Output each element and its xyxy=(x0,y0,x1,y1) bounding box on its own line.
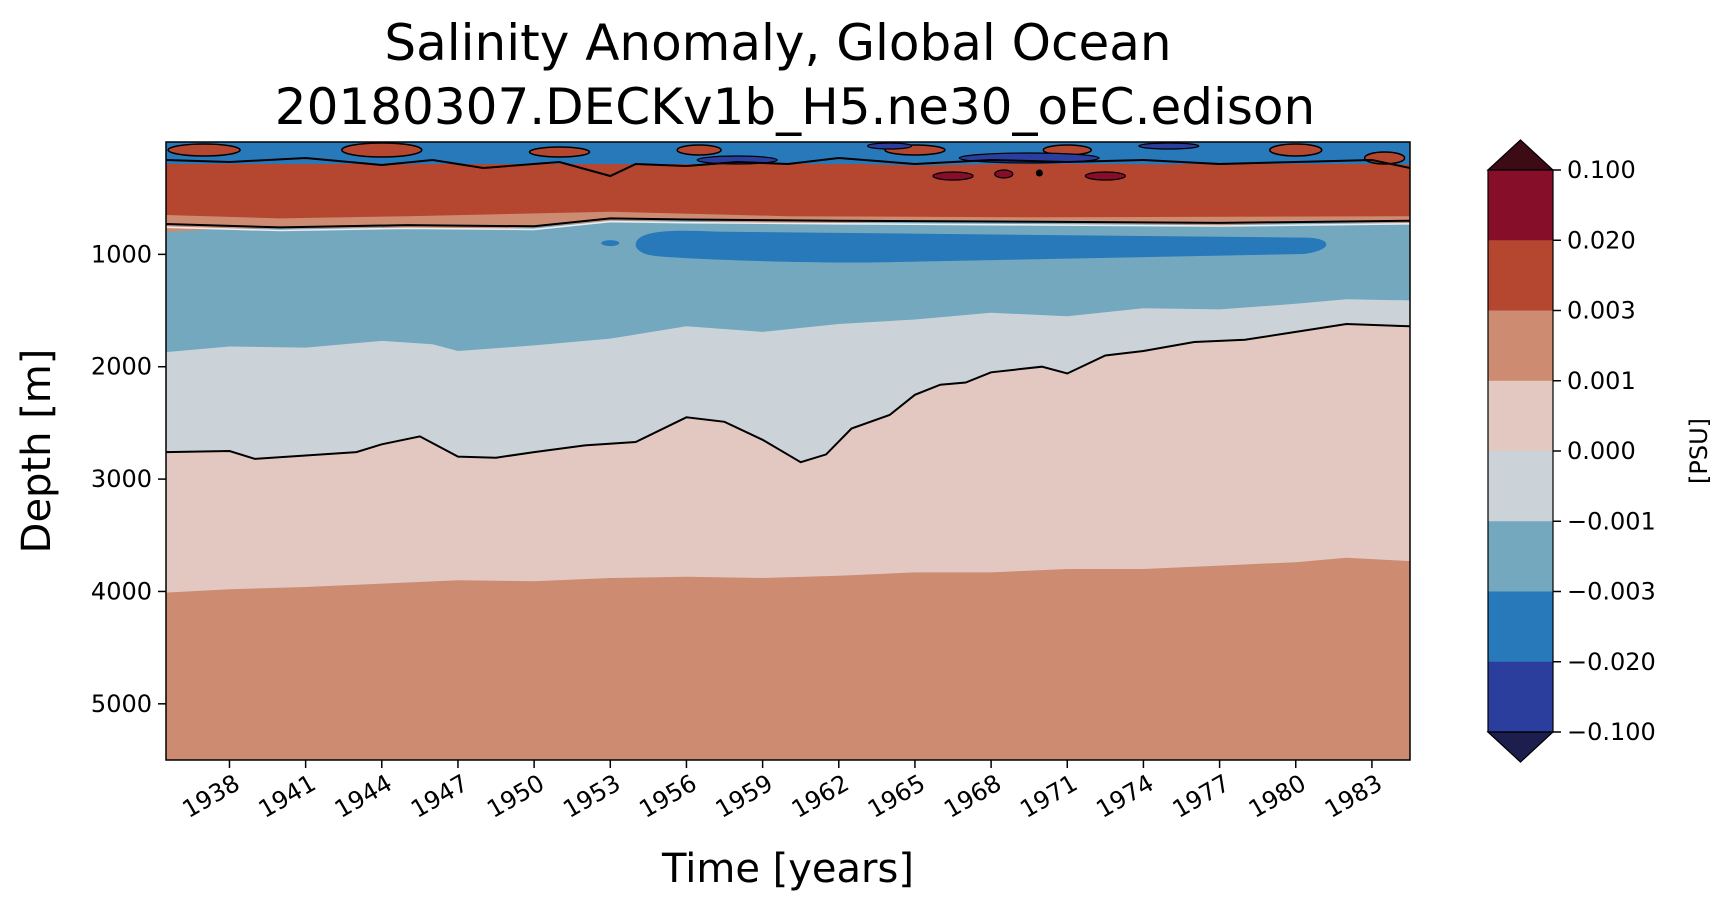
surface-strong-negative-blob xyxy=(1138,142,1200,150)
surface-positive-blob xyxy=(528,146,591,158)
x-axis-ticks: 1938 1941 1944 1947 1950 1953 1956 1959 1962 1965… xyxy=(178,760,1387,824)
x-tick-label: 1938 xyxy=(178,769,245,824)
colorbar-tick-label: −0.003 xyxy=(1567,578,1656,606)
colorbar-tick-label: −0.100 xyxy=(1567,718,1656,746)
colorbar-segment xyxy=(1488,661,1553,733)
zero-contour-halo xyxy=(166,220,1410,232)
x-tick-label: 1968 xyxy=(939,769,1006,824)
colorbar-tick-label: 0.000 xyxy=(1567,437,1636,465)
colorbar-tick-label: 0.001 xyxy=(1567,367,1636,395)
x-tick-label: 1947 xyxy=(406,769,473,824)
x-tick-label: 1950 xyxy=(482,769,549,824)
surface-strong-positive-blob xyxy=(1084,171,1126,181)
x-tick-label: 1962 xyxy=(787,769,854,824)
band-strong-negative-patch xyxy=(635,230,1327,263)
plot-area xyxy=(166,142,1410,760)
band-deep-positive xyxy=(166,557,1410,760)
colorbar-segment xyxy=(1488,240,1553,311)
surface-contour-line xyxy=(166,156,1410,178)
surface-strong-positive-blob xyxy=(932,171,974,181)
colorbar-tick-label: 0.100 xyxy=(1567,156,1636,184)
x-tick-label: 1953 xyxy=(558,769,625,824)
colorbar-tick-label: 0.003 xyxy=(1567,297,1636,325)
colorbar-segment xyxy=(1488,451,1553,522)
colorbar-tick-label: −0.001 xyxy=(1567,507,1656,535)
chart-title-line2: 20180307.DECKv1b_H5.ne30_oEC.edison xyxy=(275,78,1315,136)
plot-frame xyxy=(165,141,1411,761)
x-axis-label: Time [years] xyxy=(661,846,914,892)
y-axis-ticks: 1000 2000 3000 4000 5000 xyxy=(91,240,166,718)
small-negative-blob xyxy=(601,240,620,247)
x-tick-label: 1980 xyxy=(1244,769,1311,824)
x-tick-label: 1965 xyxy=(863,769,930,824)
chart-title-line1: Salinity Anomaly, Global Ocean xyxy=(384,14,1171,72)
surface-positive-blob xyxy=(1269,143,1323,157)
surface-variability-layer xyxy=(166,142,1410,181)
shallow-zero-contour xyxy=(166,217,1410,229)
x-tick-label: 1956 xyxy=(635,769,702,824)
x-tick-label: 1959 xyxy=(711,769,778,824)
x-tick-label: 1944 xyxy=(330,769,397,824)
surface-small-contour xyxy=(1035,169,1043,177)
x-tick-label: 1983 xyxy=(1320,769,1387,824)
colorbar-segment xyxy=(1488,380,1553,452)
colorbar-segment xyxy=(1488,591,1553,663)
colorbar-segment xyxy=(1488,310,1553,382)
y-tick-label: 3000 xyxy=(91,465,152,493)
y-tick-label: 4000 xyxy=(91,577,152,605)
x-tick-label: 1974 xyxy=(1092,769,1159,824)
colorbar-extend-max xyxy=(1486,139,1555,171)
deep-zero-contour xyxy=(166,322,1410,464)
colorbar: 0.100 0.020 0.003 0.001 0.000 −0.001 −0.003 −0.… xyxy=(1486,139,1656,763)
x-tick-label: 1977 xyxy=(1168,769,1235,824)
y-tick-label: 5000 xyxy=(91,690,152,718)
colorbar-tick-label: 0.020 xyxy=(1567,226,1636,254)
contour-fill-bands xyxy=(166,160,1410,760)
zero-contour-lines xyxy=(166,217,1410,464)
colorbar-label: [PSU] xyxy=(1685,418,1713,484)
surface-positive-blob xyxy=(341,142,423,158)
x-tick-label: 1941 xyxy=(254,769,321,824)
y-axis-label: Depth [m] xyxy=(14,349,60,554)
colorbar-segment xyxy=(1488,521,1553,592)
colorbar-extend-min xyxy=(1486,731,1555,763)
y-tick-label: 1000 xyxy=(91,240,152,268)
y-tick-label: 2000 xyxy=(91,353,152,381)
colorbar-tick-label: −0.020 xyxy=(1567,648,1656,676)
surface-strong-positive-blob xyxy=(994,169,1014,179)
surface-positive-blob xyxy=(676,144,722,156)
surface-positive-blob xyxy=(167,143,241,157)
surface-strong-negative-blob xyxy=(866,142,913,150)
colorbar-segment xyxy=(1488,170,1553,241)
x-tick-label: 1971 xyxy=(1015,769,1082,824)
